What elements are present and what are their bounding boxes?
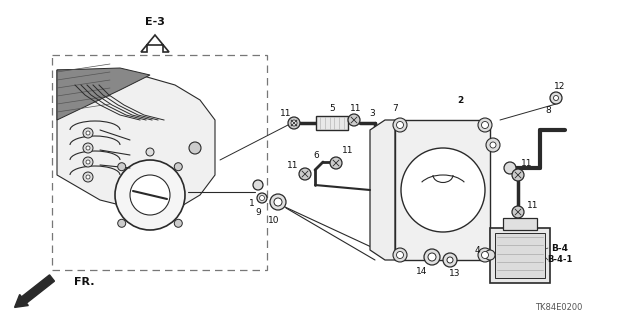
Circle shape xyxy=(397,252,403,259)
Circle shape xyxy=(447,257,453,263)
Circle shape xyxy=(299,168,311,180)
FancyArrow shape xyxy=(15,275,54,308)
Bar xyxy=(395,120,490,260)
Text: 11: 11 xyxy=(527,201,539,210)
Circle shape xyxy=(118,163,125,171)
Polygon shape xyxy=(370,120,395,260)
Text: 12: 12 xyxy=(554,82,566,91)
Circle shape xyxy=(512,169,524,181)
Text: 7: 7 xyxy=(392,103,398,113)
Text: 9: 9 xyxy=(255,207,261,217)
Circle shape xyxy=(174,219,182,227)
Circle shape xyxy=(481,252,488,259)
Circle shape xyxy=(83,157,93,167)
Circle shape xyxy=(393,248,407,262)
Text: 3: 3 xyxy=(369,108,375,117)
Circle shape xyxy=(550,92,562,104)
Bar xyxy=(495,233,545,278)
Circle shape xyxy=(146,148,154,156)
Circle shape xyxy=(288,117,300,129)
Circle shape xyxy=(86,160,90,164)
Bar xyxy=(490,228,550,283)
Circle shape xyxy=(86,175,90,179)
Bar xyxy=(316,116,348,130)
Text: 14: 14 xyxy=(416,268,428,276)
Text: 11: 11 xyxy=(280,108,292,117)
Text: 6: 6 xyxy=(313,150,319,159)
Circle shape xyxy=(270,194,286,210)
Circle shape xyxy=(393,118,407,132)
Circle shape xyxy=(478,118,492,132)
Text: 8: 8 xyxy=(545,106,551,115)
Text: 5: 5 xyxy=(329,103,335,113)
Text: TK84E0200: TK84E0200 xyxy=(534,303,582,313)
Circle shape xyxy=(86,131,90,135)
Circle shape xyxy=(443,253,457,267)
Text: 4: 4 xyxy=(474,245,480,254)
Circle shape xyxy=(486,138,500,152)
Circle shape xyxy=(174,163,182,171)
Polygon shape xyxy=(141,35,169,52)
Bar xyxy=(503,218,537,230)
Circle shape xyxy=(504,162,516,174)
Circle shape xyxy=(401,148,485,232)
Text: E-3: E-3 xyxy=(145,17,165,27)
Circle shape xyxy=(259,196,264,201)
Circle shape xyxy=(424,249,440,265)
Text: 11: 11 xyxy=(287,161,299,170)
Circle shape xyxy=(490,142,496,148)
Circle shape xyxy=(481,122,488,129)
Circle shape xyxy=(253,180,263,190)
Circle shape xyxy=(86,146,90,150)
Circle shape xyxy=(330,157,342,169)
Circle shape xyxy=(257,193,267,203)
Circle shape xyxy=(189,142,201,154)
Text: B-4: B-4 xyxy=(552,244,568,252)
Text: 13: 13 xyxy=(449,268,461,277)
Text: 2: 2 xyxy=(457,95,463,105)
Circle shape xyxy=(291,120,297,126)
Circle shape xyxy=(115,160,185,230)
Circle shape xyxy=(348,114,360,126)
Circle shape xyxy=(83,143,93,153)
Circle shape xyxy=(118,219,125,227)
Text: 11: 11 xyxy=(350,103,362,113)
Text: 1: 1 xyxy=(249,198,255,207)
Circle shape xyxy=(428,253,436,261)
Text: 10: 10 xyxy=(268,215,280,225)
Circle shape xyxy=(130,175,170,215)
Circle shape xyxy=(554,95,559,100)
Circle shape xyxy=(397,122,403,129)
Polygon shape xyxy=(57,68,150,120)
Circle shape xyxy=(83,172,93,182)
Circle shape xyxy=(83,128,93,138)
Bar xyxy=(52,55,267,270)
Circle shape xyxy=(485,250,495,260)
Text: 11: 11 xyxy=(521,158,532,167)
Text: 11: 11 xyxy=(342,146,354,155)
Circle shape xyxy=(274,198,282,206)
Text: FR.: FR. xyxy=(74,277,94,287)
Text: B-4-1: B-4-1 xyxy=(547,255,573,265)
Circle shape xyxy=(478,248,492,262)
Polygon shape xyxy=(57,70,215,210)
Circle shape xyxy=(512,206,524,218)
